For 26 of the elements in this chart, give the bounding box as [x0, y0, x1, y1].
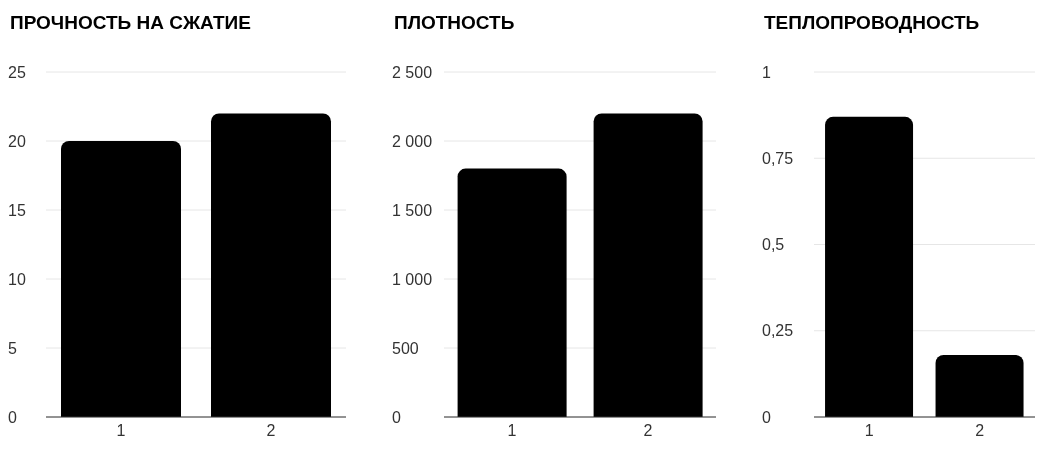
y-tick-label: 0,5: [762, 236, 785, 254]
y-tick-label: 1 000: [392, 270, 433, 288]
y-tick-label: 0: [392, 408, 401, 426]
y-tick-label: 2 000: [392, 132, 433, 150]
y-tick-label: 2 500: [392, 63, 433, 81]
chart-title: ПРОЧНОСТЬ НА СЖАТИЕ: [9, 11, 252, 35]
y-tick-label: 0: [8, 408, 17, 426]
y-tick-label: 25: [8, 63, 26, 81]
y-tick-label: 0,75: [762, 149, 794, 167]
x-tick-label: 2: [266, 422, 276, 440]
x-tick-label: 2: [643, 422, 653, 440]
y-tick-label: 500: [392, 339, 419, 357]
x-tick-label: 2: [975, 422, 985, 440]
y-tick-label: 1: [762, 63, 771, 81]
x-tick-label: 1: [507, 422, 517, 440]
chart-title: ПЛОТНОСТЬ: [393, 11, 516, 35]
x-tick-label: 1: [116, 422, 126, 440]
y-tick-label: 0: [762, 408, 771, 426]
x-tick-label: 1: [864, 422, 874, 440]
y-tick-label: 5: [8, 339, 17, 357]
y-tick-label: 0,25: [762, 322, 794, 340]
y-tick-label: 10: [8, 270, 26, 288]
y-tick-label: 1 500: [392, 201, 433, 219]
chart-title: ТЕПЛОПРОВОДНОСТЬ: [763, 11, 981, 35]
y-tick-label: 15: [8, 201, 26, 219]
y-tick-label: 20: [8, 132, 26, 150]
